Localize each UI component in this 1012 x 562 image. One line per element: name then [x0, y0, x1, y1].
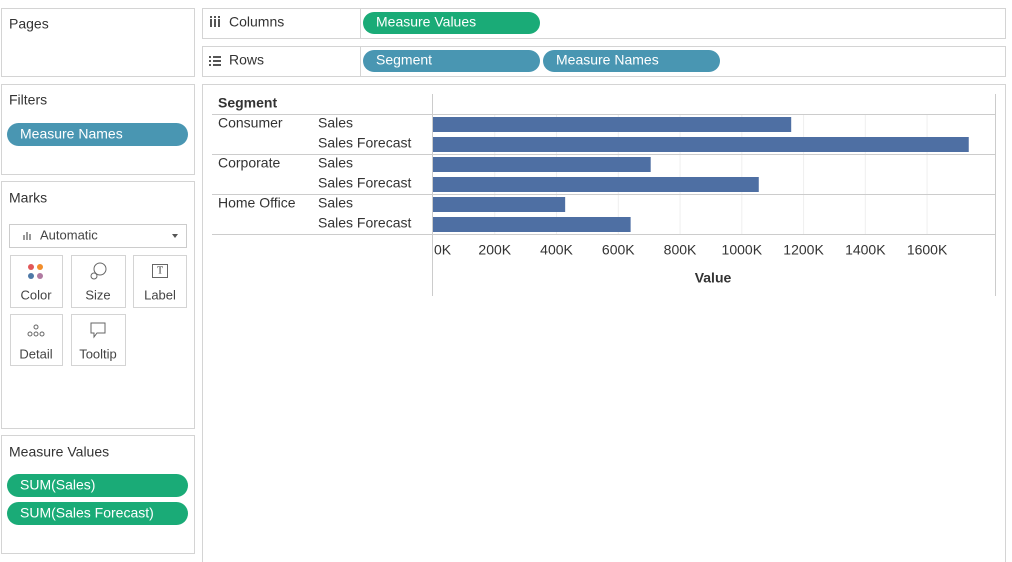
pill-label: SUM(Sales) [20, 477, 95, 493]
dropdown-label: Automatic [40, 227, 98, 242]
x-tick-label: 800K [664, 242, 697, 258]
bar [433, 197, 566, 212]
button-label: Label [144, 287, 176, 302]
bar [433, 137, 969, 152]
pill-label: SUM(Sales Forecast) [20, 505, 154, 521]
category-label: Sales [318, 195, 353, 211]
button-label: Size [85, 287, 110, 302]
x-tick-label: 1400K [845, 242, 886, 258]
category-label: Sales Forecast [318, 175, 411, 191]
panel-title: Measure Values [9, 444, 109, 460]
size-button[interactable] [71, 255, 126, 308]
mark-type-dropdown[interactable] [9, 224, 187, 248]
bar [433, 177, 759, 192]
columns-shelf [202, 8, 1006, 39]
row-header: Segment [218, 95, 277, 111]
bar [433, 157, 651, 172]
chart: 0K 200K 400K 600K 800K 1000K 1200K 1400K 1600K Se… [212, 94, 996, 296]
pill[interactable] [543, 50, 720, 72]
detail-icon [27, 324, 45, 337]
group-label: Home Office [218, 195, 296, 211]
x-tick-label: 1200K [783, 242, 824, 258]
rows-icon [209, 56, 221, 66]
columns-icon [210, 16, 220, 27]
tooltip-icon [90, 322, 106, 339]
category-label: Sales Forecast [318, 215, 411, 231]
group-label: Consumer [218, 115, 283, 131]
category-label: Sales [318, 115, 353, 131]
shelf-label: Columns [229, 14, 284, 30]
pill-label: Measure Values [376, 14, 476, 30]
pill[interactable] [7, 123, 188, 146]
size-icon [90, 262, 107, 280]
mark-buttons: Color Size T Label Detail Tooltip [10, 255, 187, 366]
label-icon-t: T [157, 265, 163, 276]
pill[interactable] [363, 12, 540, 34]
category-label: Sales [318, 155, 353, 171]
pages-panel [1, 8, 195, 77]
detail-button[interactable] [10, 314, 63, 366]
pill[interactable] [7, 474, 188, 497]
button-label: Tooltip [79, 346, 117, 361]
bar [433, 117, 792, 132]
x-axis-title: Value [695, 270, 732, 286]
x-tick-label: 600K [602, 242, 635, 258]
shelf-label: Rows [229, 52, 264, 68]
pill-label: Measure Names [556, 52, 659, 68]
pill[interactable] [363, 50, 540, 72]
label-icon [152, 264, 168, 278]
x-tick-label: 200K [478, 242, 511, 258]
button-label: Color [20, 287, 52, 302]
button-label: Detail [19, 346, 52, 361]
color-button[interactable] [10, 255, 63, 308]
panel-title: Filters [9, 92, 47, 108]
bar [433, 217, 631, 232]
x-tick-label: 400K [540, 242, 573, 258]
category-label: Sales Forecast [318, 135, 411, 151]
dropdown-arrow [172, 234, 178, 238]
group-label: Corporate [218, 155, 280, 171]
pill[interactable] [7, 502, 188, 525]
pill-label: Segment [376, 52, 432, 68]
x-tick-label: 1600K [907, 242, 948, 258]
x-tick-label: 0K [434, 242, 452, 258]
color-icon [28, 264, 43, 279]
x-tick-label: 1000K [722, 242, 763, 258]
pill-label: Measure Names [20, 126, 123, 142]
bar-icon [23, 232, 31, 240]
panel-title: Pages [9, 16, 49, 32]
panel-title: Marks [9, 190, 47, 206]
